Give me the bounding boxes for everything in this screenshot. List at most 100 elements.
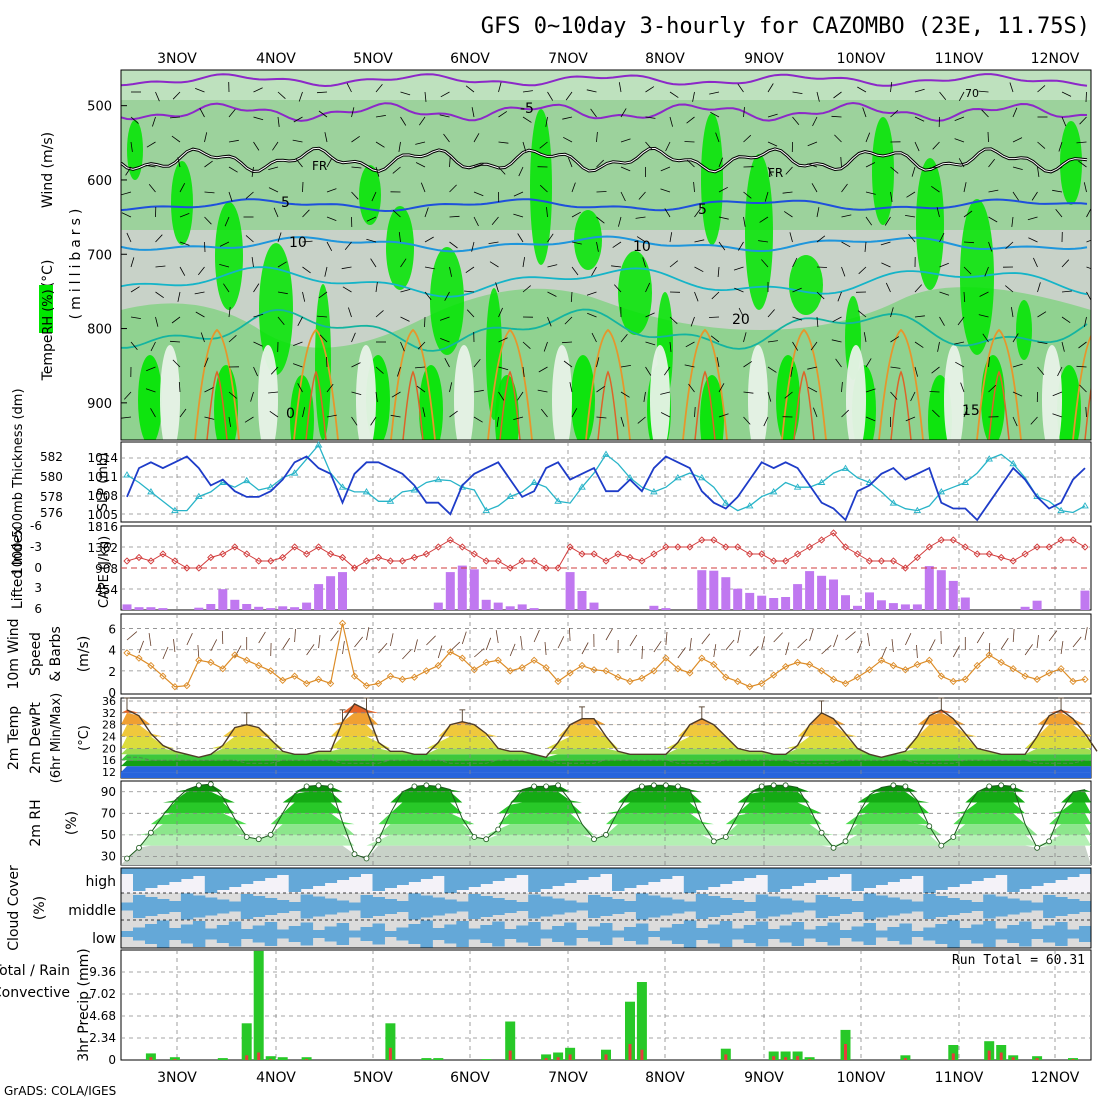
- wind10m-marker: [302, 679, 311, 688]
- precip-ticks: 9.36 7.02 4.68 2.34 0: [89, 965, 116, 1067]
- cloud-low-block: [216, 925, 230, 943]
- profile-frame: [120, 69, 1092, 441]
- wind-barb: [758, 240, 769, 243]
- precip-total-bar: [948, 1045, 959, 1060]
- wind10m-barb: [928, 639, 936, 652]
- warm-plume: [194, 328, 240, 440]
- cloud-low-block: [647, 931, 661, 937]
- precip-convective-bar: [173, 1059, 177, 1060]
- precip-tick-label: 0: [108, 1053, 116, 1067]
- wind10m-marker: [1021, 672, 1029, 680]
- rh2m-marker: [471, 834, 478, 840]
- rh2m-marker: [207, 781, 214, 788]
- cloud-low-block: [863, 923, 876, 945]
- wind-barb: [1061, 290, 1072, 293]
- rh2m-label-b: (%): [64, 811, 80, 835]
- wind-barb: [473, 163, 484, 168]
- wind10m-barb: [366, 627, 370, 641]
- lifted-index-marker: [614, 550, 622, 558]
- cape-bar: [936, 570, 946, 610]
- lifted-index-marker: [1069, 536, 1077, 544]
- wind-barb: [155, 316, 159, 327]
- wind-barb: [449, 410, 458, 418]
- rh2m-marker: [758, 783, 765, 790]
- cape-li-panel: -6 -3 0 3 6 1816 1362 908 454 Lifted Index CAPE…: [10, 519, 1092, 616]
- wind10m-marker: [746, 683, 754, 691]
- cloud-middle-block: [1043, 895, 1056, 918]
- wind-barb: [571, 211, 581, 218]
- wind10m-marker: [482, 658, 490, 667]
- wind-barb: [400, 116, 407, 126]
- wind10m-marker: [1069, 677, 1077, 686]
- wind10m-marker: [219, 665, 227, 673]
- wind-barb: [911, 166, 916, 177]
- wind-barb: [988, 189, 999, 193]
- wind10m-marker: [590, 666, 598, 674]
- wind-barb: [932, 141, 940, 150]
- lifted-index-marker: [386, 557, 395, 565]
- cloud-middle-block: [635, 893, 649, 920]
- wind10m-barb: [533, 629, 540, 643]
- wind-barb: [792, 91, 803, 94]
- rh-axis-label: RH (%): [41, 289, 56, 334]
- rh-contours: [121, 109, 1091, 440]
- precip-total-bar: [241, 1023, 252, 1060]
- wind10m-barb: [725, 639, 735, 651]
- rh-legend-swatch: [39, 285, 53, 333]
- wind10m-marker: [171, 683, 179, 691]
- wind-barb: [1061, 259, 1070, 268]
- wind10m-barb: [318, 635, 321, 649]
- wind10m-label-d: (m/s): [76, 636, 92, 673]
- wind-barb: [420, 182, 426, 193]
- wind-barb: [326, 188, 337, 193]
- precip-total-bar: [625, 1001, 635, 1060]
- wind-axis-label: Wind (m/s): [40, 132, 56, 208]
- cloud-blocks: [121, 868, 1092, 948]
- wind10m-marker: [985, 651, 993, 659]
- wind10m-barb: [797, 638, 808, 649]
- cloud-low-block: [204, 928, 218, 940]
- wind-barb: [596, 216, 605, 224]
- lifted-index-marker: [949, 536, 957, 544]
- wind-barb: [564, 316, 573, 325]
- wind-barb: [498, 82, 502, 93]
- wind-barb: [914, 366, 918, 377]
- wind-barb: [195, 88, 205, 93]
- wind-barb: [145, 388, 156, 393]
- wind-barb: [614, 284, 622, 293]
- cloud-high-block: [288, 868, 302, 892]
- cloud-high-block: [480, 868, 493, 884]
- cloud-high-block: [444, 868, 457, 893]
- lifted-index-marker: [674, 543, 682, 551]
- wind-barb: [417, 341, 426, 350]
- temp2m-tick-label: 32: [102, 707, 116, 720]
- wind-barb: [1037, 282, 1041, 293]
- wind-barb: [179, 183, 186, 193]
- cloud-low-block: [252, 925, 266, 943]
- precip-total-bar: [421, 1058, 432, 1060]
- thickness-marker: [1009, 459, 1017, 467]
- wind-barb: [348, 307, 352, 318]
- wind-barb: [645, 341, 656, 346]
- wind-barb: [324, 132, 328, 143]
- wind10m-marker: [183, 682, 191, 690]
- cloud-high-block: [156, 868, 170, 885]
- wind-barb: [939, 262, 949, 268]
- wind10m-barb: [881, 646, 887, 660]
- precip-total-bar: [145, 1053, 156, 1060]
- cloud-frame-border: [120, 867, 1092, 949]
- wind-barb: [1078, 341, 1087, 349]
- wind-barb: [890, 307, 894, 318]
- cloud-low-block: [755, 921, 769, 947]
- precip-total-bar: [541, 1054, 552, 1060]
- wind-barb: [351, 135, 360, 143]
- wind10m-barb: [173, 639, 176, 653]
- millibars-axis-label: (millibars): [68, 205, 84, 320]
- cape-bar: [841, 595, 850, 610]
- wind10m-marker: [817, 667, 826, 675]
- wind-barb: [391, 391, 401, 398]
- cloud-high-block: [911, 868, 924, 876]
- wind10m-barb: [282, 637, 291, 650]
- warm-plume: [390, 328, 436, 440]
